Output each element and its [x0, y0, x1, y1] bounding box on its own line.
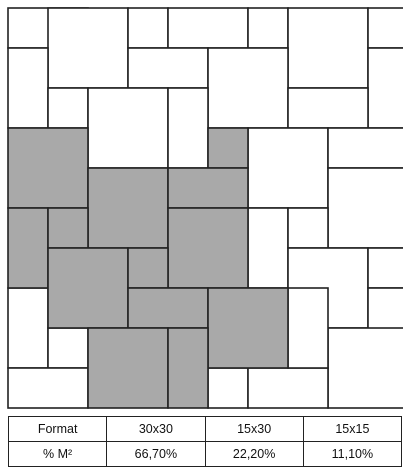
- shaded-tile-30x30: [47, 247, 129, 329]
- tile-30x30: [327, 327, 403, 409]
- tile-15x30: [7, 367, 89, 409]
- tile-15x30: [327, 127, 403, 169]
- tile-15x30: [167, 87, 209, 169]
- shaded-tile-30x30: [167, 207, 249, 289]
- tile-15x30: [167, 7, 249, 49]
- tile-15x15: [287, 207, 329, 249]
- legend-percent-label: % M²: [7, 441, 108, 467]
- tile-15x15: [207, 367, 249, 409]
- legend-row-percent: % M² 66,70% 22,20% 11,10%: [7, 441, 403, 467]
- legend-format-30x30: 30x30: [106, 416, 206, 442]
- tile-15x15: [247, 7, 289, 49]
- tile-15x30: [367, 47, 403, 129]
- tile-15x15: [367, 7, 403, 49]
- tile-15x30: [7, 287, 49, 369]
- format-legend-table: Format 30x30 15x30 15x15 % M² 66,70% 22,…: [7, 416, 403, 467]
- shaded-tile-15x30: [167, 167, 249, 209]
- tile-30x30: [247, 127, 329, 209]
- tile-pattern-diagram: [7, 7, 403, 409]
- legend-format-15x15: 15x15: [302, 416, 403, 442]
- shaded-tile-15x15: [207, 127, 249, 169]
- shaded-tile-15x15: [47, 207, 89, 249]
- shaded-tile-15x30: [167, 327, 209, 409]
- tile-15x30: [287, 287, 329, 369]
- shaded-tile-30x30: [7, 127, 89, 209]
- tile-30x30: [207, 47, 289, 129]
- shaded-tile-30x30: [87, 327, 169, 409]
- tile-15x15: [47, 87, 89, 129]
- legend-percent-15x30: 22,20%: [204, 441, 304, 467]
- tile-15x30: [7, 47, 49, 129]
- tile-15x30: [247, 367, 329, 409]
- tile-30x30: [287, 7, 369, 89]
- tile-15x30: [247, 207, 289, 289]
- tile-15x15: [47, 327, 89, 369]
- shaded-tile-30x30: [207, 287, 289, 369]
- tile-30x30: [327, 167, 403, 249]
- shaded-tile-15x30: [127, 287, 209, 329]
- legend-header-label: Format: [7, 416, 108, 442]
- legend-row-format: Format 30x30 15x30 15x15: [7, 416, 403, 442]
- tile-15x30: [127, 47, 209, 89]
- legend-percent-15x15: 11,10%: [302, 441, 403, 467]
- tile-30x30: [47, 7, 129, 89]
- shaded-tile-15x30: [7, 207, 49, 289]
- legend-percent-30x30: 66,70%: [106, 441, 206, 467]
- tile-15x30: [287, 87, 369, 129]
- tile-30x30: [87, 87, 169, 169]
- legend-format-15x30: 15x30: [204, 416, 304, 442]
- shaded-tile-30x30: [87, 167, 169, 249]
- tile-15x15: [127, 7, 169, 49]
- shaded-tile-15x15: [127, 247, 169, 289]
- tile-15x15: [367, 247, 403, 289]
